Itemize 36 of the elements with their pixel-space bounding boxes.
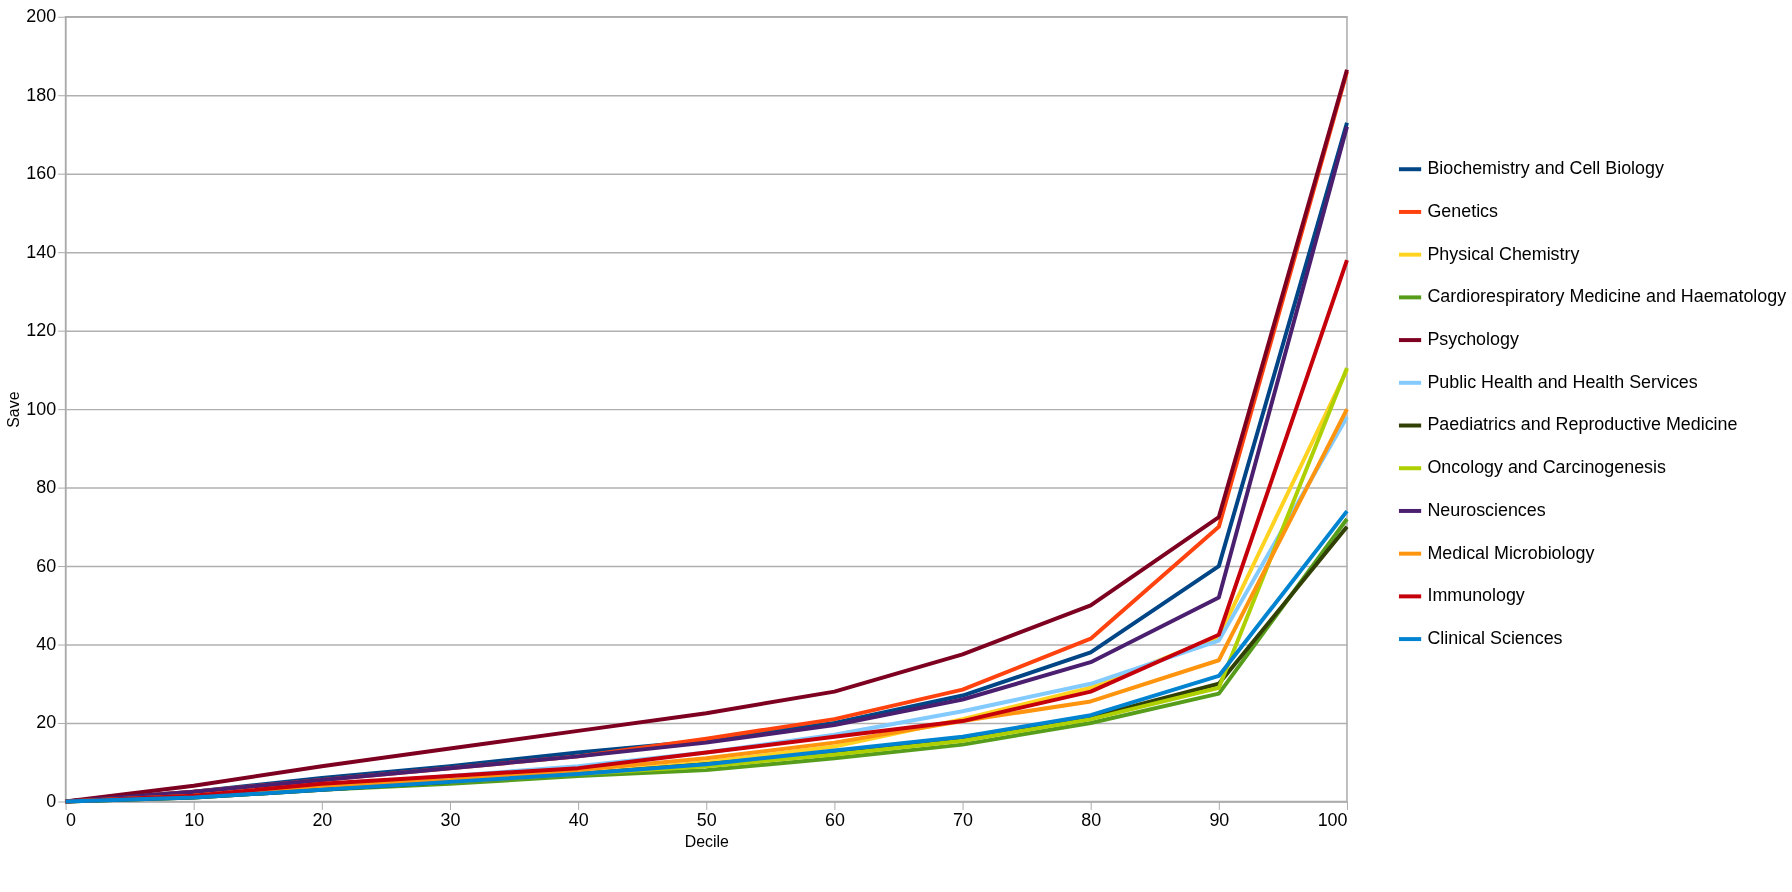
y-tick-label: 180	[26, 84, 57, 105]
x-tick-label: 40	[568, 809, 589, 830]
legend-label: Public Health and Health Services	[1427, 371, 1698, 392]
y-tick-label: 80	[36, 477, 57, 498]
legend-label: Physical Chemistry	[1427, 243, 1580, 264]
x-tick-label: 50	[696, 809, 717, 830]
legend-label: Neurosciences	[1427, 499, 1546, 520]
y-tick-label: 140	[26, 241, 57, 262]
legend-label: Medical Microbiology	[1427, 542, 1595, 563]
x-tick-label: 30	[440, 809, 461, 830]
y-tick-label: 0	[46, 790, 57, 811]
legend-label: Cardiorespiratory Medicine and Haematology	[1427, 286, 1787, 307]
y-tick-label: 60	[36, 555, 57, 576]
y-tick-label: 40	[36, 634, 57, 655]
x-tick-label: 10	[184, 809, 205, 830]
y-tick-label: 200	[26, 6, 57, 27]
x-tick-label: 100	[1317, 809, 1348, 830]
x-tick-label: 20	[312, 809, 333, 830]
x-tick-label: 80	[1081, 809, 1102, 830]
x-tick-label: 0	[66, 809, 77, 830]
y-tick-label: 20	[36, 712, 57, 733]
x-tick-label: 90	[1209, 809, 1230, 830]
y-tick-label: 160	[26, 163, 57, 184]
legend-label: Clinical Sciences	[1427, 628, 1563, 649]
legend-label: Paediatrics and Reproductive Medicine	[1427, 414, 1738, 435]
x-tick-label: 70	[953, 809, 974, 830]
legend-label: Oncology and Carcinogenesis	[1427, 457, 1666, 478]
y-axis-title: Save	[5, 391, 23, 428]
legend-label: Immunology	[1427, 585, 1525, 606]
y-tick-label: 120	[26, 320, 57, 341]
legend-label: Genetics	[1427, 200, 1499, 221]
x-tick-label: 60	[824, 809, 845, 830]
legend-label: Biochemistry and Cell Biology	[1427, 158, 1664, 179]
x-axis-title: Decile	[684, 832, 729, 850]
legend-label: Psychology	[1427, 329, 1519, 350]
y-tick-label: 100	[26, 398, 57, 419]
